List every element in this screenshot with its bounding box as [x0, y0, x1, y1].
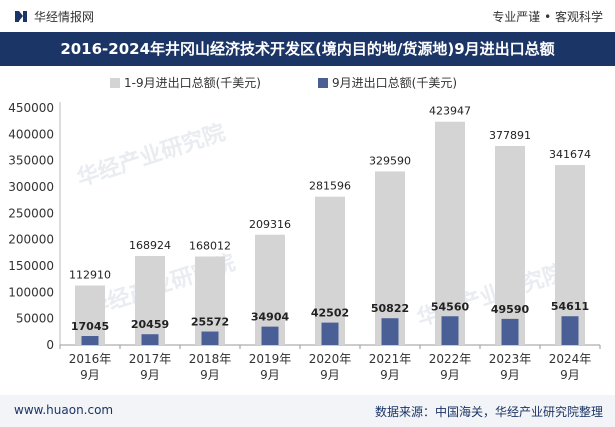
- x-tick-label-line: 9月: [260, 368, 280, 382]
- x-tick-label: 2024年 9月: [549, 352, 592, 382]
- legend-swatch-sep: [318, 78, 328, 88]
- data-label-sep: 49590: [491, 303, 530, 316]
- x-tick-label-line: 9月: [80, 368, 100, 382]
- bar-ytd: [315, 196, 345, 345]
- bar-ytd: [495, 145, 525, 345]
- bar-chart: 华经产业研究院华经产业研究院华经产业研究院1-9月进出口总额(千美元)9月进出口…: [8, 76, 601, 382]
- data-label-ytd: 281596: [309, 180, 351, 193]
- x-tick-label-line: 2021年: [369, 352, 412, 366]
- bar-sep: [321, 322, 339, 345]
- x-tick-label: 2019年 9月: [249, 352, 292, 382]
- x-tick-label-line: 2024年: [549, 352, 592, 366]
- data-label-ytd: 341674: [549, 148, 591, 161]
- top-bar: 华经情报网 专业严谨 • 客观科学: [0, 0, 615, 32]
- data-label-ytd: 209316: [249, 218, 291, 231]
- y-tick-label: 450000: [8, 101, 54, 115]
- bar-ytd: [75, 285, 105, 345]
- data-label-sep: 54611: [551, 300, 589, 313]
- x-tick-label-line: 9月: [380, 368, 400, 382]
- logo-icon: [15, 11, 27, 22]
- bar-sep: [441, 316, 459, 345]
- x-tick-label-line: 2018年: [189, 352, 232, 366]
- brand-name: 华经情报网: [34, 10, 95, 24]
- legend-label-sep: 9月进出口总额(千美元): [332, 76, 457, 90]
- y-tick-label: 400000: [8, 127, 54, 141]
- watermark-text: 华经产业研究院: [74, 119, 229, 191]
- bar-sep: [261, 326, 279, 345]
- data-label-ytd: 168924: [129, 239, 171, 252]
- data-label-ytd: 329590: [369, 154, 411, 167]
- bar-sep: [561, 316, 579, 345]
- x-tick-label-line: 2017年: [129, 352, 172, 366]
- x-tick-label: 2020年 9月: [309, 352, 352, 382]
- data-label-ytd: 423947: [429, 105, 471, 118]
- x-tick-label: 2018年 9月: [189, 352, 232, 382]
- title-bar: 2016-2024年井冈山经济技术开发区(境内目的地/货源地)9月进出口总额: [0, 32, 615, 66]
- y-tick-label: 150000: [8, 259, 54, 273]
- site-url: www.huaon.com: [14, 403, 114, 417]
- x-tick-label-line: 2023年: [489, 352, 532, 366]
- x-tick-label-line: 2022年: [429, 352, 472, 366]
- x-tick-label-line: 2019年: [249, 352, 292, 366]
- x-tick-label-line: 9月: [500, 368, 520, 382]
- x-tick-label: 2022年 9月: [429, 352, 472, 382]
- x-tick-label: 2016年 9月: [69, 352, 112, 382]
- x-tick-label-line: 9月: [440, 368, 460, 382]
- data-label-sep: 20459: [131, 318, 169, 331]
- y-tick-label: 350000: [8, 154, 54, 168]
- data-label-sep: 34904: [251, 311, 290, 324]
- data-source: 数据来源：中国海关，华经产业研究院整理: [374, 405, 603, 419]
- x-tick-label-line: 9月: [140, 368, 160, 382]
- bar-sep: [81, 336, 99, 345]
- data-label-ytd: 168012: [189, 240, 231, 253]
- data-label-sep: 42502: [311, 307, 349, 320]
- y-tick-label: 0: [46, 338, 54, 352]
- x-tick-label: 2021年 9月: [369, 352, 412, 382]
- x-tick-label-line: 9月: [200, 368, 220, 382]
- data-label-sep: 54560: [431, 300, 470, 313]
- bar-sep: [201, 331, 219, 345]
- x-tick-label-line: 9月: [320, 368, 340, 382]
- data-label-sep: 17045: [71, 320, 109, 333]
- x-tick-label: 2023年 9月: [489, 352, 532, 382]
- chart-title: 2016-2024年井冈山经济技术开发区(境内目的地/货源地)9月进出口总额: [60, 40, 555, 58]
- data-label-ytd: 377891: [489, 129, 531, 142]
- bar-ytd: [195, 256, 225, 345]
- bar-sep: [501, 318, 519, 345]
- x-tick-label-line: 2016年: [69, 352, 112, 366]
- data-label-ytd: 112910: [69, 269, 111, 282]
- data-label-sep: 50822: [371, 302, 409, 315]
- y-tick-label: 250000: [8, 206, 54, 220]
- y-tick-label: 200000: [8, 233, 54, 247]
- x-tick-label-line: 2020年: [309, 352, 352, 366]
- bar-ytd: [435, 121, 465, 345]
- footer-bar: www.huaon.com 数据来源：中国海关，华经产业研究院整理: [0, 395, 615, 427]
- x-tick-label: 2017年 9月: [129, 352, 172, 382]
- bar-sep: [381, 318, 399, 345]
- tagline: 专业严谨 • 客观科学: [492, 10, 603, 24]
- bar-ytd: [135, 256, 165, 345]
- bar-ytd: [375, 171, 405, 345]
- y-tick-label: 300000: [8, 180, 54, 194]
- y-tick-label: 100000: [8, 285, 54, 299]
- y-tick-label: 50000: [16, 312, 54, 326]
- bar-ytd: [555, 165, 585, 345]
- x-tick-label-line: 9月: [560, 368, 580, 382]
- bar-sep: [141, 334, 159, 345]
- legend-label-ytd: 1-9月进出口总额(千美元): [124, 76, 261, 90]
- legend-swatch-ytd: [110, 78, 120, 88]
- data-label-sep: 25572: [191, 316, 229, 329]
